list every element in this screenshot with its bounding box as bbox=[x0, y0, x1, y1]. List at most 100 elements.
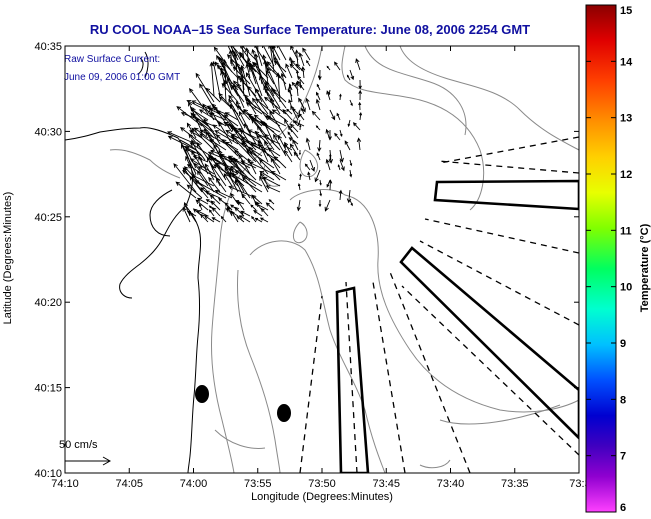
current-arrow bbox=[298, 79, 303, 89]
current-arrow bbox=[218, 96, 239, 115]
current-arrow bbox=[290, 105, 299, 121]
current-arrow bbox=[255, 98, 275, 115]
current-arrow bbox=[209, 107, 221, 127]
current-arrow bbox=[211, 206, 221, 217]
colorbar-tick-label: 15 bbox=[620, 5, 632, 17]
current-arrow bbox=[196, 170, 209, 187]
current-arrow bbox=[224, 166, 239, 193]
current-arrow bbox=[264, 82, 281, 109]
current-arrow bbox=[267, 67, 281, 97]
current-arrow bbox=[198, 203, 203, 211]
current-arrow bbox=[257, 143, 281, 169]
current-arrow bbox=[286, 108, 293, 115]
colorbar-tick-label: 14 bbox=[620, 56, 633, 68]
current-arrow bbox=[203, 215, 215, 223]
current-arrow bbox=[215, 134, 239, 157]
current-arrow bbox=[230, 210, 239, 223]
current-arrow bbox=[358, 101, 362, 111]
current-arrow bbox=[265, 202, 275, 211]
current-arrow bbox=[270, 98, 281, 115]
current-arrow bbox=[251, 48, 263, 79]
current-arrow bbox=[359, 112, 363, 121]
current-arrow bbox=[260, 207, 269, 217]
current-arrow bbox=[298, 52, 305, 67]
current-arrow bbox=[208, 209, 215, 217]
current-arrow bbox=[249, 62, 263, 97]
colorbar-tick-label: 10 bbox=[620, 282, 632, 294]
x-tick-label: 73:45 bbox=[372, 478, 400, 490]
current-arrow bbox=[339, 93, 342, 101]
current-arrow bbox=[249, 151, 275, 169]
current-arrow bbox=[167, 135, 197, 151]
current-arrow bbox=[212, 124, 233, 139]
x-tick-label: 73:55 bbox=[244, 478, 272, 490]
current-arrow bbox=[356, 137, 362, 151]
current-arrow bbox=[245, 72, 257, 91]
current-arrow bbox=[349, 69, 355, 81]
current-arrow bbox=[302, 47, 311, 61]
current-arrow bbox=[329, 109, 336, 121]
current-arrow bbox=[191, 100, 221, 115]
current-arrow bbox=[241, 193, 251, 205]
current-arrow bbox=[349, 199, 353, 207]
current-arrow bbox=[230, 165, 257, 187]
current-arrow bbox=[297, 75, 305, 85]
current-arrow bbox=[253, 210, 263, 217]
current-arrow bbox=[346, 74, 351, 81]
x-tick-label: 74:00 bbox=[180, 478, 208, 490]
current-arrow bbox=[232, 66, 251, 85]
current-arrow bbox=[189, 158, 215, 175]
current-arrow bbox=[237, 83, 257, 115]
current-arrow bbox=[259, 217, 269, 223]
current-arrow bbox=[189, 142, 221, 163]
current-arrow bbox=[215, 177, 227, 193]
solid-beam-shapes bbox=[335, 179, 579, 473]
y-tick-label: 40:35 bbox=[34, 41, 62, 53]
current-arrow bbox=[298, 149, 302, 156]
current-arrow bbox=[219, 57, 233, 91]
current-arrow bbox=[334, 132, 341, 141]
scale-arrow bbox=[65, 456, 112, 466]
current-arrow bbox=[204, 190, 221, 199]
current-arrow bbox=[337, 164, 341, 171]
current-arrow bbox=[270, 157, 281, 175]
current-arrow bbox=[251, 194, 263, 205]
current-arrow bbox=[191, 127, 215, 151]
current-arrow bbox=[325, 128, 331, 141]
current-arrow bbox=[294, 49, 300, 67]
current-arrow bbox=[276, 46, 287, 61]
current-arrow bbox=[349, 169, 353, 178]
current-arrow bbox=[287, 85, 293, 103]
current-arrow bbox=[213, 46, 233, 73]
current-arrow bbox=[328, 89, 331, 96]
current-arrow bbox=[338, 189, 343, 201]
current-legend-line1: Raw Surface Current: bbox=[64, 54, 160, 65]
current-arrow bbox=[297, 109, 301, 119]
current-arrow bbox=[189, 175, 209, 199]
current-arrow bbox=[254, 217, 263, 223]
current-arrow bbox=[236, 215, 245, 223]
current-arrow bbox=[273, 155, 287, 169]
y-tick-label: 40:20 bbox=[34, 297, 62, 309]
current-arrow bbox=[314, 169, 321, 183]
current-arrow bbox=[282, 109, 293, 121]
current-arrow bbox=[240, 142, 263, 157]
current-arrow bbox=[198, 109, 227, 127]
current-arrow bbox=[211, 60, 221, 97]
current-arrow bbox=[264, 133, 281, 151]
current-arrow bbox=[292, 139, 299, 151]
current-arrow bbox=[270, 87, 287, 109]
current-arrow bbox=[224, 112, 239, 121]
current-arrow bbox=[293, 151, 301, 161]
scale-label: 50 cm/s bbox=[59, 439, 98, 451]
current-arrow bbox=[240, 64, 251, 97]
current-arrow bbox=[309, 159, 315, 172]
colorbar-ticks: 15 14 13 12 11 10 9 8 7 6 bbox=[586, 4, 633, 514]
current-arrow bbox=[229, 167, 251, 199]
current-arrow bbox=[237, 75, 257, 97]
current-arrow bbox=[339, 149, 344, 163]
y-tick-label: 40:10 bbox=[34, 468, 62, 480]
current-arrow bbox=[283, 149, 293, 163]
current-arrow bbox=[270, 171, 287, 181]
current-arrow bbox=[254, 202, 269, 211]
